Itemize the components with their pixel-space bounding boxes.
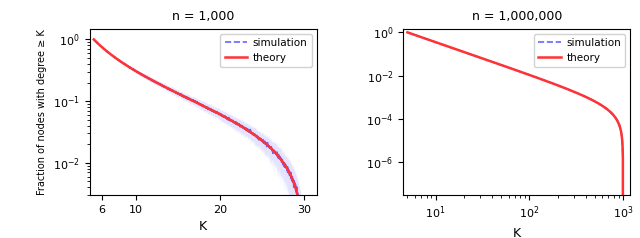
theory bbox=[100, 48, 108, 51]
simulation bbox=[613, 118, 621, 121]
simulation bbox=[90, 38, 98, 41]
X-axis label: K: K bbox=[199, 220, 207, 233]
simulation bbox=[294, 196, 302, 199]
Line: theory: theory bbox=[94, 40, 304, 238]
Line: simulation: simulation bbox=[408, 32, 623, 238]
simulation bbox=[294, 197, 302, 199]
theory bbox=[573, 92, 581, 94]
simulation bbox=[187, 98, 195, 101]
simulation bbox=[612, 118, 620, 121]
theory bbox=[294, 196, 302, 199]
simulation bbox=[573, 92, 581, 94]
Y-axis label: Fraction of nodes with degree ≥ K: Fraction of nodes with degree ≥ K bbox=[37, 29, 47, 195]
Line: simulation: simulation bbox=[94, 40, 304, 238]
simulation bbox=[100, 48, 108, 51]
theory bbox=[502, 65, 510, 68]
theory bbox=[613, 118, 621, 121]
simulation bbox=[415, 35, 422, 38]
Line: theory: theory bbox=[408, 32, 623, 238]
theory bbox=[90, 38, 98, 41]
Title: n = 1,000: n = 1,000 bbox=[172, 10, 234, 23]
theory bbox=[187, 98, 195, 101]
theory bbox=[255, 137, 263, 140]
simulation bbox=[404, 31, 412, 34]
simulation bbox=[255, 137, 263, 140]
X-axis label: K: K bbox=[513, 227, 521, 238]
theory bbox=[508, 67, 516, 70]
simulation bbox=[502, 65, 510, 68]
simulation bbox=[192, 101, 200, 104]
Legend: simulation, theory: simulation, theory bbox=[534, 34, 625, 67]
theory bbox=[192, 101, 200, 104]
theory bbox=[415, 35, 422, 38]
theory bbox=[404, 31, 412, 34]
theory bbox=[294, 196, 302, 199]
Title: n = 1,000,000: n = 1,000,000 bbox=[472, 10, 562, 23]
simulation bbox=[619, 237, 627, 238]
theory bbox=[612, 118, 620, 121]
Legend: simulation, theory: simulation, theory bbox=[220, 34, 312, 67]
simulation bbox=[508, 67, 516, 70]
